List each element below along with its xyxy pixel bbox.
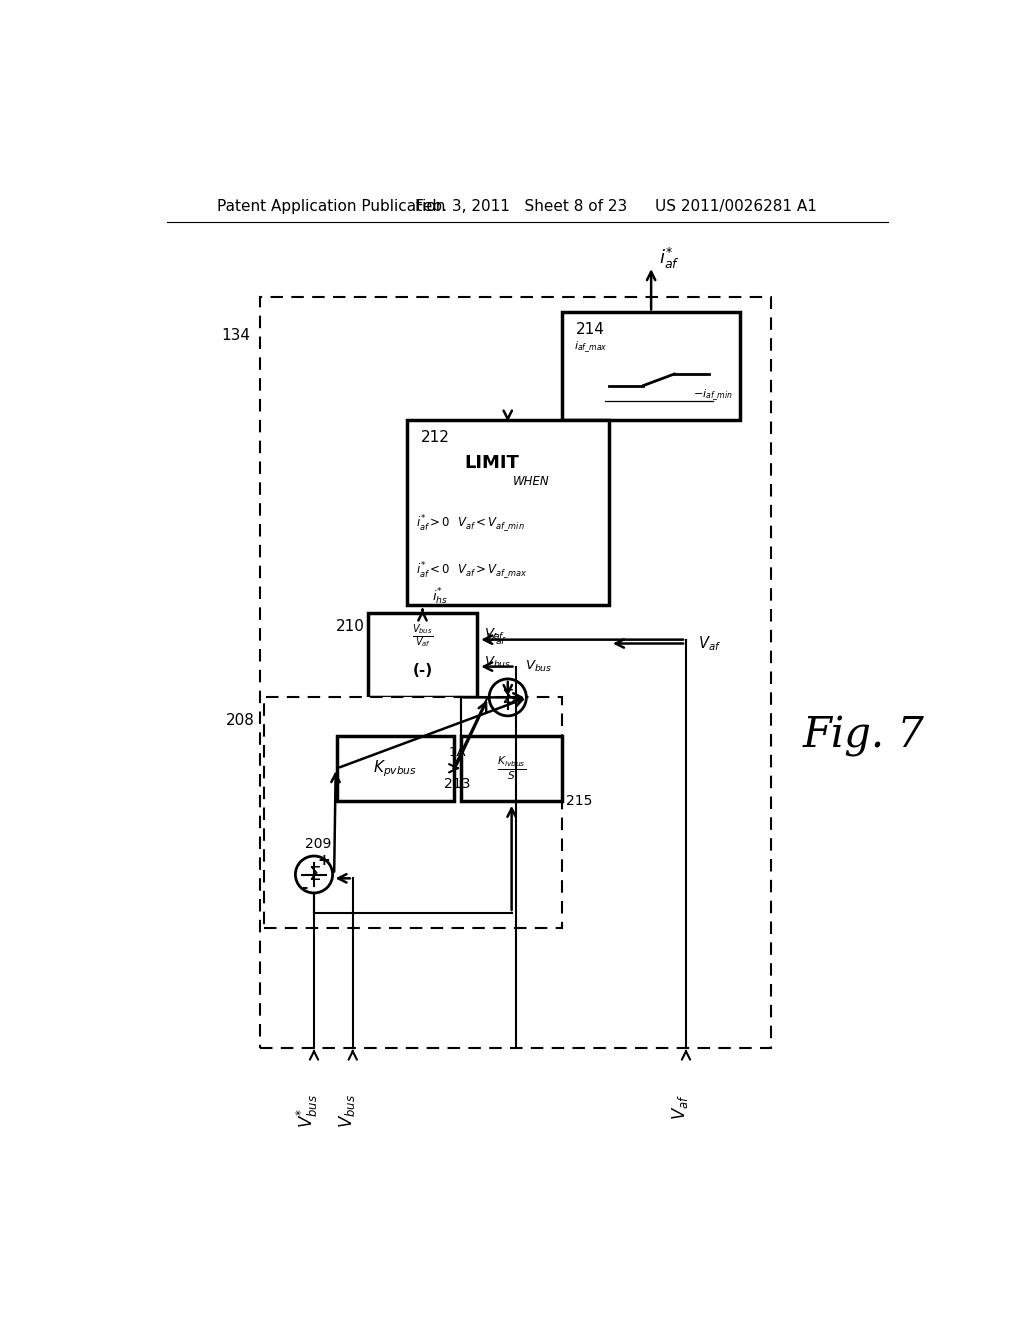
Text: $V_{af}$: $V_{af}$ [670,1094,690,1119]
Text: $-i_{af\_min}$: $-i_{af\_min}$ [692,388,732,404]
Text: US 2011/0026281 A1: US 2011/0026281 A1 [655,199,817,214]
Bar [562,313,740,420]
Text: $\Sigma$: $\Sigma$ [502,688,514,708]
Text: 215: 215 [566,795,592,808]
Text: 213: 213 [444,776,471,791]
Text: $V_{af}$: $V_{af}$ [697,634,721,653]
Text: 212: 212 [421,429,450,445]
Circle shape [489,678,526,715]
Text: 210: 210 [336,619,365,634]
Text: Patent Application Publication: Patent Application Publication [217,199,445,214]
Text: $\Sigma$: $\Sigma$ [307,865,321,884]
Text: 134: 134 [221,327,251,343]
Text: $V_{af}$: $V_{af}$ [484,627,506,642]
Bar [260,297,771,1048]
Text: $i^{*}_{af}>0\ \ V_{af}<V_{af\_min}$: $i^{*}_{af}>0\ \ V_{af}<V_{af\_min}$ [417,513,525,535]
Text: $V_{bus}$: $V_{bus}$ [524,659,552,675]
Bar [407,420,608,605]
Text: $i^{*}_{af}<0\ \ V_{af}>V_{af\_max}$: $i^{*}_{af}<0\ \ V_{af}>V_{af\_max}$ [417,560,528,581]
Text: $i^{*}_{af}$: $i^{*}_{af}$ [658,246,680,271]
Text: $V_{bus}$: $V_{bus}$ [484,655,512,671]
Text: +: + [317,853,331,869]
Bar [337,737,454,801]
Circle shape [295,857,333,894]
Text: 214: 214 [575,322,605,337]
Text: (-): (-) [413,663,432,678]
Text: Fig. 7: Fig. 7 [802,715,924,756]
Text: 1A: 1A [449,746,466,759]
Text: 208: 208 [225,713,254,729]
Text: 209: 209 [305,837,331,850]
Text: -: - [301,880,307,895]
Bar [461,737,562,801]
Text: $i^{*}_{hs}$: $i^{*}_{hs}$ [432,587,447,607]
Text: $i_{af\_max}$: $i_{af\_max}$ [573,339,607,355]
Text: $V_{bus}$: $V_{bus}$ [337,1094,356,1127]
Text: $V^{*}_{bus}$: $V^{*}_{bus}$ [295,1094,321,1127]
Text: $K_{pvbus}$: $K_{pvbus}$ [374,758,418,779]
Text: $V_{af}$: $V_{af}$ [486,632,507,647]
Bar [263,697,562,928]
Text: $\frac{K_{ivbus}}{S}$: $\frac{K_{ivbus}}{S}$ [497,755,526,781]
Text: WHEN: WHEN [513,475,549,488]
Text: Feb. 3, 2011   Sheet 8 of 23: Feb. 3, 2011 Sheet 8 of 23 [415,199,627,214]
Bar [369,612,477,697]
Text: LIMIT: LIMIT [465,454,520,471]
Text: $\frac{V_{bus}}{V_{af}}$: $\frac{V_{bus}}{V_{af}}$ [412,622,433,649]
